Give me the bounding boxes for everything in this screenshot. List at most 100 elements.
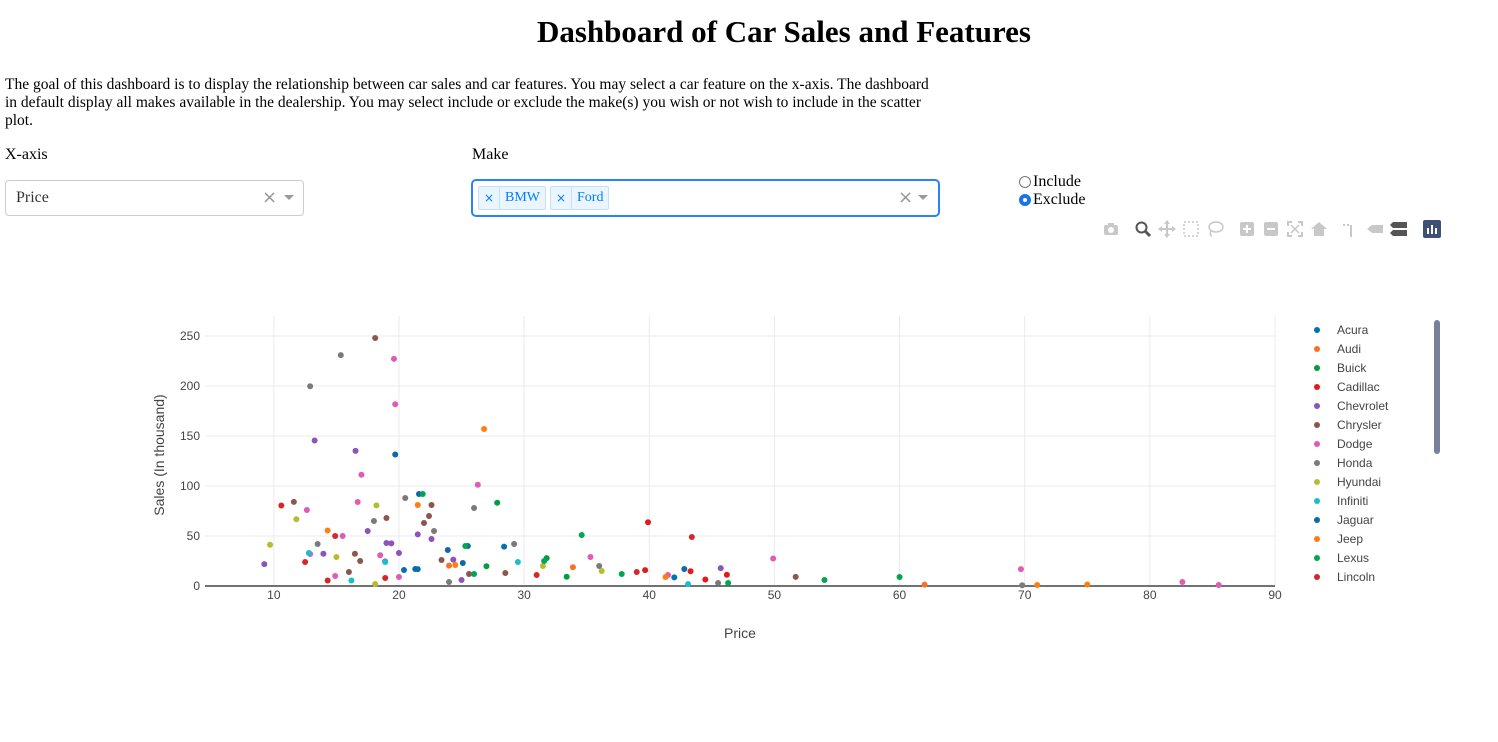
data-point-chrysler[interactable] [421, 520, 428, 526]
data-point-chevrolet[interactable] [261, 561, 268, 568]
data-point-hyundai[interactable] [267, 541, 274, 548]
data-point-dodge[interactable] [770, 555, 777, 562]
radio-include-label[interactable]: Include [1033, 173, 1081, 190]
data-point-chevrolet[interactable] [450, 556, 457, 563]
data-point-honda[interactable] [431, 528, 438, 534]
data-point-cadillac[interactable] [687, 568, 694, 575]
data-point-chrysler[interactable] [357, 558, 364, 564]
data-point-hyundai[interactable] [293, 516, 300, 523]
data-point-lexus[interactable] [725, 580, 732, 586]
legend-item-chrysler[interactable]: Chrysler [1314, 418, 1382, 432]
data-point-jeep[interactable] [1034, 582, 1041, 588]
data-point-chrysler[interactable] [438, 557, 445, 563]
make-multiselect[interactable]: × BMW × Ford × [472, 180, 939, 216]
data-point-acura[interactable] [501, 543, 508, 550]
radio-include[interactable]: Include [1019, 173, 1081, 191]
xaxis-chevron-down-icon[interactable] [284, 195, 294, 200]
legend-item-hyundai[interactable]: Hyundai [1314, 475, 1381, 489]
hover-compare-icon[interactable] [1390, 220, 1408, 238]
legend-scrollbar[interactable] [1434, 320, 1440, 454]
data-point-jeep[interactable] [452, 562, 459, 568]
make-clear-icon[interactable]: × [898, 187, 914, 208]
data-point-cadillac[interactable] [702, 576, 709, 583]
data-point-chrysler[interactable] [426, 513, 433, 519]
data-point-honda[interactable] [511, 541, 518, 547]
data-point-dodge[interactable] [392, 401, 399, 408]
data-point-hyundai[interactable] [539, 563, 546, 569]
data-point-chevrolet[interactable] [458, 577, 465, 583]
data-point-lincoln[interactable] [278, 502, 285, 509]
data-point-jaguar[interactable] [392, 451, 399, 458]
data-point-jeep[interactable] [324, 527, 331, 534]
data-point-lexus[interactable] [578, 532, 585, 538]
data-point-jaguar[interactable] [459, 560, 466, 566]
data-point-chevrolet[interactable] [414, 531, 421, 538]
data-point-chevrolet[interactable] [388, 540, 395, 547]
data-point-lincoln[interactable] [382, 575, 389, 581]
legend-item-infiniti[interactable]: Infiniti [1314, 494, 1368, 508]
data-point-audi[interactable] [569, 564, 576, 571]
reset-axes-icon[interactable] [1310, 220, 1328, 238]
data-point-buick[interactable] [494, 499, 501, 506]
data-point-chevrolet[interactable] [395, 550, 402, 556]
data-point-infiniti[interactable] [382, 559, 389, 565]
data-point-dodge[interactable] [1215, 582, 1222, 588]
data-point-dodge[interactable] [377, 552, 384, 559]
legend-item-lexus[interactable]: Lexus [1314, 551, 1369, 565]
data-point-audi[interactable] [446, 562, 453, 569]
legend-item-lincoln[interactable]: Lincoln [1314, 570, 1375, 584]
make-chevron-down-icon[interactable] [918, 195, 928, 200]
data-point-buick[interactable] [563, 573, 570, 580]
data-point-honda[interactable] [314, 541, 321, 547]
zoom-in-icon[interactable] [1238, 220, 1256, 238]
radio-exclude[interactable]: Exclude [1019, 191, 1085, 209]
data-point-dodge[interactable] [1179, 579, 1186, 585]
data-point-dodge[interactable] [395, 574, 402, 580]
data-point-dodge[interactable] [1017, 566, 1024, 573]
radio-include-circle[interactable] [1019, 176, 1031, 188]
data-point-honda[interactable] [1019, 582, 1026, 589]
data-point-buick[interactable] [483, 563, 490, 570]
legend-item-jaguar[interactable]: Jaguar [1314, 513, 1374, 527]
data-point-infiniti[interactable] [348, 577, 355, 584]
data-point-chevrolet[interactable] [364, 528, 371, 534]
camera-icon[interactable] [1102, 220, 1120, 238]
zoom-out-icon[interactable] [1262, 220, 1280, 238]
data-point-hyundai[interactable] [333, 554, 340, 560]
data-point-dodge[interactable] [587, 554, 594, 560]
remove-chip-icon[interactable]: × [479, 187, 500, 209]
xaxis-clear-icon[interactable]: × [262, 187, 278, 208]
data-point-cadillac[interactable] [642, 567, 649, 574]
plot-legend[interactable]: Acura Audi Buick Cadillac Chevrolet Chrysler D… [1314, 323, 1389, 584]
data-point-jeep[interactable] [414, 502, 421, 508]
data-point-infiniti[interactable] [514, 559, 521, 565]
data-point-dodge[interactable] [332, 573, 339, 579]
data-point-chevrolet[interactable] [320, 550, 327, 557]
data-point-jaguar[interactable] [412, 566, 419, 572]
data-point-chrysler[interactable] [383, 515, 390, 521]
data-point-chevrolet[interactable] [311, 437, 318, 444]
legend-item-cadillac[interactable]: Cadillac [1314, 380, 1380, 394]
data-point-lexus[interactable] [541, 558, 548, 564]
data-point-chevrolet[interactable] [352, 447, 359, 454]
data-point-lexus[interactable] [419, 491, 426, 497]
data-point-lincoln[interactable] [302, 559, 309, 565]
legend-item-chevrolet[interactable]: Chevrolet [1314, 399, 1389, 413]
legend-item-audi[interactable]: Audi [1314, 342, 1361, 356]
data-point-honda[interactable] [471, 505, 478, 511]
lasso-select-icon[interactable] [1206, 220, 1224, 238]
data-point-jaguar[interactable] [444, 547, 451, 553]
data-point-cadillac[interactable] [723, 571, 730, 578]
autoscale-icon[interactable] [1286, 220, 1304, 238]
data-point-honda[interactable] [446, 579, 453, 585]
data-point-acura[interactable] [400, 567, 407, 573]
data-point-chrysler[interactable] [290, 498, 297, 505]
data-point-lincoln[interactable] [332, 533, 339, 539]
data-point-jeep[interactable] [1084, 581, 1091, 588]
plot-points[interactable] [261, 335, 1222, 589]
data-point-jaguar[interactable] [681, 566, 688, 572]
data-point-honda[interactable] [596, 563, 603, 569]
data-point-infiniti[interactable] [685, 581, 692, 588]
data-point-lexus[interactable] [471, 571, 478, 577]
data-point-honda[interactable] [402, 495, 409, 501]
